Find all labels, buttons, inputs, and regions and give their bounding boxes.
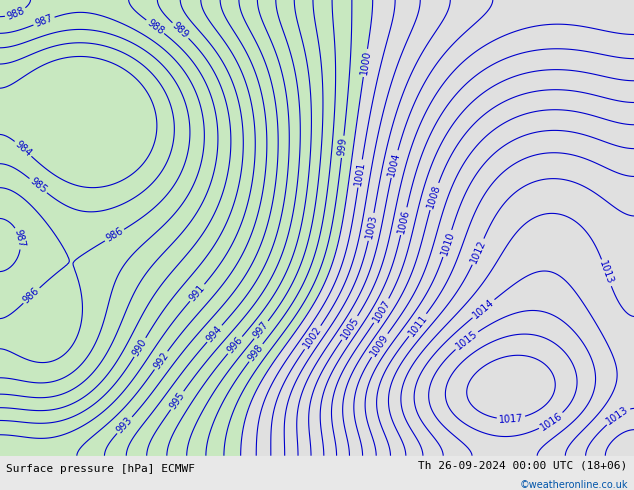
Text: 1013: 1013	[598, 260, 616, 286]
Text: 996: 996	[225, 335, 245, 355]
Text: 999: 999	[337, 137, 349, 156]
Text: 1017: 1017	[498, 413, 524, 424]
Text: 992: 992	[152, 350, 171, 371]
Text: 993: 993	[115, 415, 134, 435]
Text: 988: 988	[145, 17, 165, 36]
Text: 1010: 1010	[439, 230, 456, 257]
Text: 1006: 1006	[396, 208, 411, 234]
Text: 991: 991	[188, 283, 207, 303]
Text: 1014: 1014	[471, 297, 496, 320]
Text: 997: 997	[252, 319, 271, 340]
Text: 1003: 1003	[364, 214, 378, 240]
Text: 1002: 1002	[302, 324, 324, 350]
Text: 1008: 1008	[425, 183, 443, 210]
Text: 995: 995	[168, 390, 186, 411]
Text: Th 26-09-2024 00:00 UTC (18+06): Th 26-09-2024 00:00 UTC (18+06)	[418, 461, 628, 471]
Text: 1009: 1009	[368, 332, 391, 358]
Text: 987: 987	[34, 13, 55, 29]
Text: 1012: 1012	[469, 239, 488, 265]
Text: 1004: 1004	[387, 151, 402, 177]
Text: 1011: 1011	[406, 312, 429, 338]
Text: 1001: 1001	[353, 161, 367, 186]
Text: 987: 987	[13, 228, 27, 248]
Text: 986: 986	[22, 286, 42, 305]
Text: 998: 998	[247, 343, 266, 363]
Text: 1007: 1007	[371, 298, 392, 324]
Text: 1016: 1016	[538, 411, 564, 432]
Text: 1015: 1015	[454, 329, 479, 352]
Text: 990: 990	[131, 337, 149, 358]
Text: Surface pressure [hPa] ECMWF: Surface pressure [hPa] ECMWF	[6, 465, 195, 474]
Text: 994: 994	[205, 323, 224, 344]
Text: 985: 985	[28, 176, 48, 196]
Text: 986: 986	[104, 226, 125, 244]
Text: 1000: 1000	[359, 50, 372, 76]
Text: 1013: 1013	[605, 405, 631, 427]
Text: 984: 984	[13, 139, 34, 159]
Text: 988: 988	[5, 5, 26, 22]
Text: ©weatheronline.co.uk: ©weatheronline.co.uk	[519, 480, 628, 490]
Text: 989: 989	[171, 21, 191, 41]
Text: 1005: 1005	[339, 315, 361, 341]
